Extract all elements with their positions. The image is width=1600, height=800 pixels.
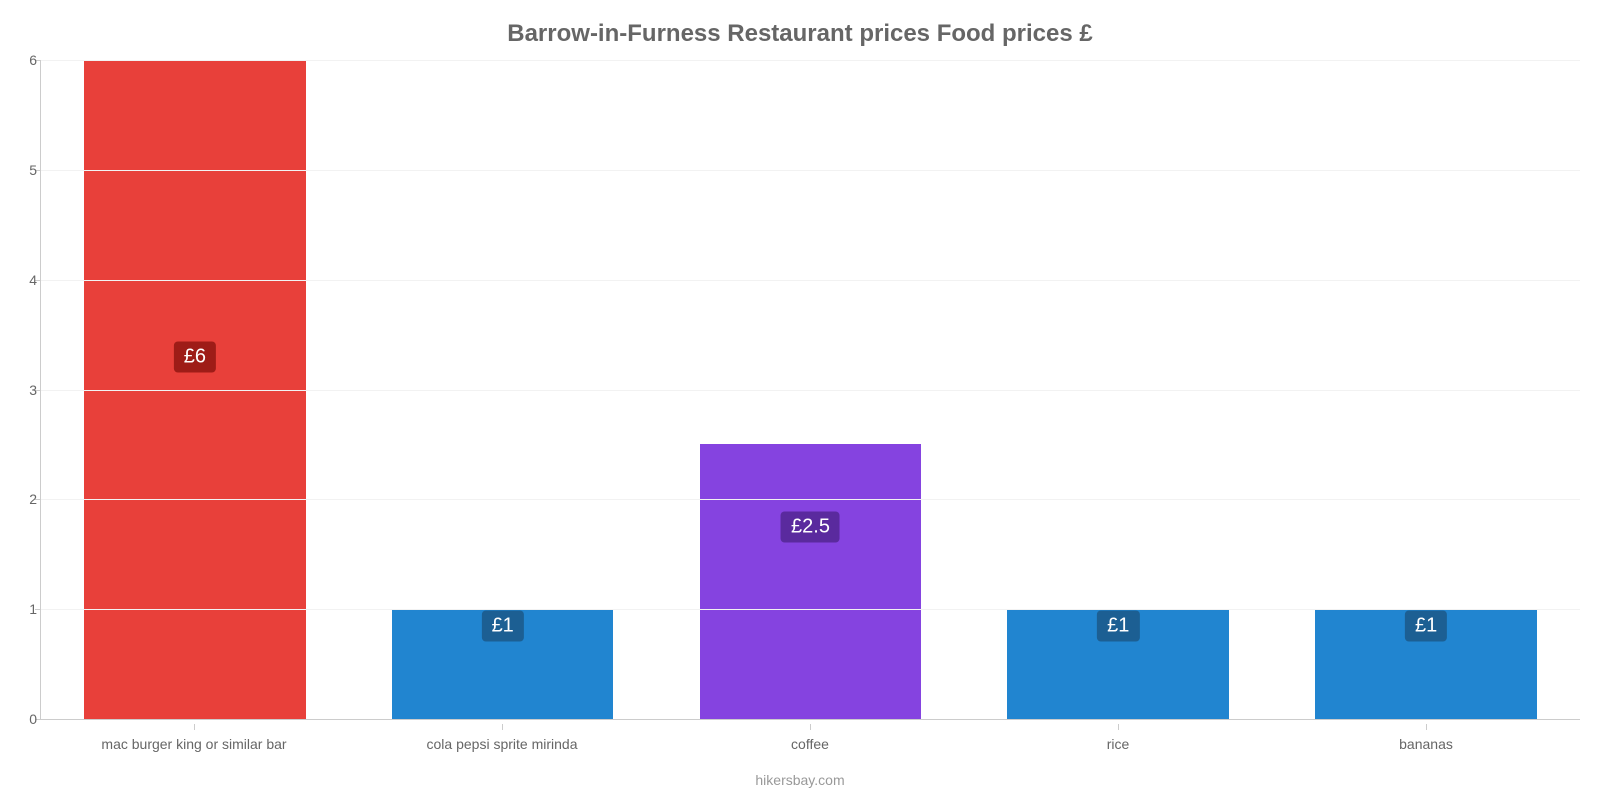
x-tick-mark (502, 724, 503, 730)
x-axis-label: cola pepsi sprite mirinda (427, 736, 578, 752)
bar (700, 444, 922, 719)
y-tick-label: 6 (13, 52, 37, 68)
y-tick-label: 4 (13, 272, 37, 288)
chart-title: Barrow-in-Furness Restaurant prices Food… (20, 20, 1580, 48)
chart-container: Barrow-in-Furness Restaurant prices Food… (0, 0, 1600, 800)
x-axis-label: rice (1107, 736, 1130, 752)
bar-value-label: £1 (1405, 610, 1447, 641)
bar-value-label: £1 (1097, 610, 1139, 641)
x-axis-label: bananas (1399, 736, 1453, 752)
gridline (41, 170, 1580, 171)
x-tick-mark (1426, 724, 1427, 730)
gridline (41, 609, 1580, 610)
x-axis-labels: mac burger king or similar bar cola pepsi… (40, 730, 1580, 760)
bar-value-label: £1 (482, 610, 524, 641)
x-tick-mark (1118, 724, 1119, 730)
x-axis-label: mac burger king or similar bar (101, 736, 286, 752)
y-tick-label: 1 (13, 601, 37, 617)
x-axis-label: coffee (791, 736, 829, 752)
bar-value-label: £6 (174, 341, 216, 372)
y-tick-label: 0 (13, 711, 37, 727)
plot-area: £6£1£2.5£1£1 0123456 (40, 60, 1580, 720)
bar-value-label: £2.5 (781, 511, 840, 542)
y-tick-label: 5 (13, 162, 37, 178)
y-tick-label: 2 (13, 491, 37, 507)
y-tick-label: 3 (13, 382, 37, 398)
gridline (41, 499, 1580, 500)
gridline (41, 60, 1580, 61)
x-tick-mark (194, 724, 195, 730)
gridline (41, 390, 1580, 391)
x-tick-mark (810, 724, 811, 730)
gridline (41, 280, 1580, 281)
chart-credit: hikersbay.com (0, 772, 1600, 788)
